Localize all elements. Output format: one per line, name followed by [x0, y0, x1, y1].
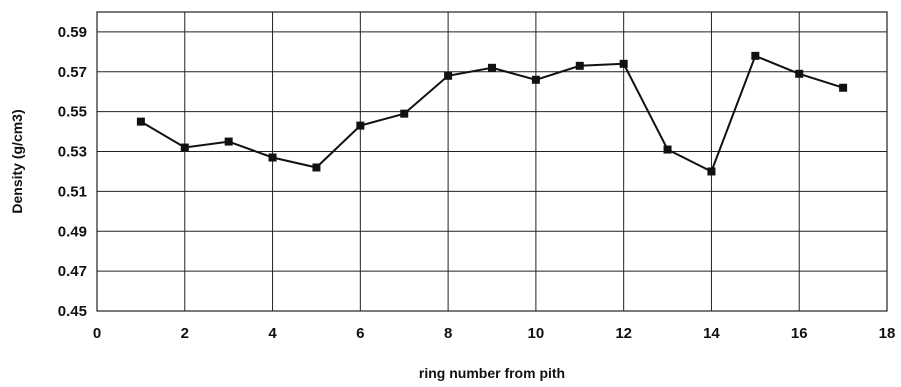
- x-tick-label: 0: [93, 325, 101, 342]
- data-point-marker: [751, 51, 760, 60]
- series-line: [140, 54, 844, 173]
- data-point-marker: [268, 153, 277, 162]
- data-point-marker: [488, 63, 496, 72]
- data-point-marker: [707, 167, 716, 176]
- data-point-marker: [224, 137, 233, 146]
- x-tick-label: 4: [268, 325, 277, 342]
- y-tick-label: 0.53: [58, 144, 87, 161]
- y-tick-label: 0.57: [58, 64, 87, 81]
- x-tick-label: 12: [615, 325, 632, 342]
- plot-area: [96, 11, 888, 312]
- y-tick-label: 0.51: [58, 183, 87, 200]
- y-tick-label: 0.59: [58, 24, 87, 41]
- y-axis-tick-labels: 0.45 0.47 0.49 0.51 0.53 0.55 0.57 0.59: [58, 24, 87, 320]
- y-tick-label: 0.49: [58, 223, 87, 240]
- data-point-marker: [531, 75, 540, 84]
- grid-lines: [96, 12, 888, 312]
- x-tick-label: 2: [181, 325, 189, 342]
- data-point-marker: [180, 143, 189, 152]
- x-tick-label: 16: [791, 325, 808, 342]
- x-tick-label: 6: [356, 325, 364, 342]
- x-tick-label: 10: [528, 325, 545, 342]
- x-tick-label: 14: [703, 325, 720, 342]
- data-point-marker: [444, 71, 453, 80]
- x-axis-tick-labels: 0 2 4 6 8 10 12 14 16 18: [93, 325, 896, 342]
- data-point-marker: [619, 59, 628, 68]
- data-point-marker: [795, 69, 804, 78]
- y-tick-label: 0.47: [58, 263, 87, 280]
- x-axis-title: ring number from pith: [419, 365, 565, 381]
- data-point-marker: [136, 117, 145, 126]
- data-point-marker: [400, 109, 409, 118]
- data-point-marker: [575, 61, 584, 70]
- y-axis-title: Density (g/cm3): [9, 109, 25, 213]
- x-tick-label: 18: [879, 325, 896, 342]
- data-point-marker: [356, 121, 365, 130]
- data-point-marker: [839, 83, 848, 92]
- data-point-marker: [663, 145, 672, 154]
- y-tick-label: 0.45: [58, 303, 87, 320]
- x-tick-label: 8: [444, 325, 452, 342]
- data-point-marker: [312, 163, 321, 172]
- y-tick-label: 0.55: [58, 104, 87, 121]
- data-series: [136, 51, 848, 176]
